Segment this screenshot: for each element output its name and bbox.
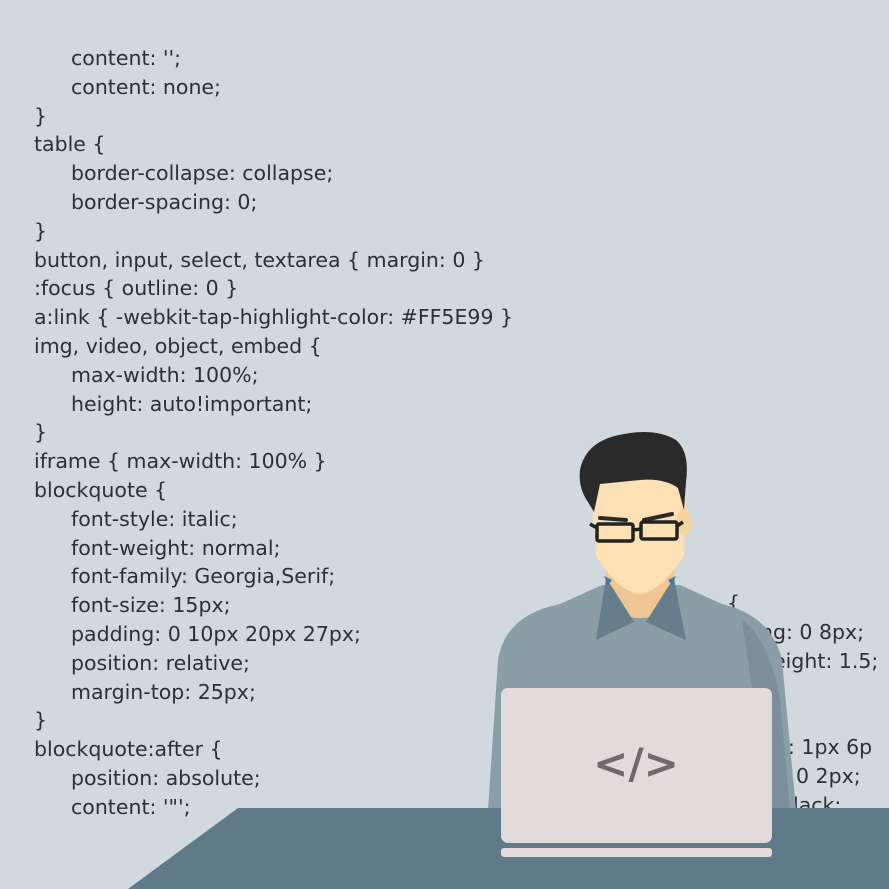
code-line: } [34,708,48,733]
code-line: } [34,420,48,445]
eyebrow-right [642,512,674,522]
glasses-icon [589,520,684,543]
code-line: } [34,218,48,243]
code-line: margin-top: 25px; [71,679,256,704]
code-line: content: '"'; [71,794,191,819]
code-line: max-width: 100%; [71,362,259,387]
hair [579,432,687,512]
code-symbol-icon: </> [593,739,679,788]
code-line: } [34,103,48,128]
code-line: a:link { -webkit-tap-highlight-color: #F… [34,305,514,330]
code-line: font-style: italic; [71,506,238,531]
code-line: button, input, select, textarea { margin… [34,247,485,272]
code-line: iframe { max-width: 100% } [34,449,327,474]
laptop-screen-back [501,688,772,843]
code-fragment: eight: 1.5; [773,649,879,673]
collar-left [596,578,634,640]
code-line: padding: 0 10px 20px 27px; [71,621,361,646]
code-line: blockquote:after { [34,737,223,762]
code-line: content: ''; [71,46,182,70]
code-line: border-collapse: collapse; [71,161,334,186]
code-line: font-size: 15px; [71,593,231,618]
code-line: font-family: Georgia,Serif; [71,564,336,589]
code-line: content: none; [71,74,221,99]
laptop-base [501,848,772,857]
code-line: font-weight: normal; [71,535,281,560]
code-fragment: 0 2px; [796,764,861,788]
code-line: position: relative; [71,650,250,675]
code-text-block: content: ''; content: none;} table { border… [34,44,513,822]
code-line: position: absolute; [71,765,261,790]
code-line: :focus { outline: 0 } [34,276,239,301]
code-fragment: : 1px 6p [788,735,873,759]
collar-right [646,578,686,640]
code-line: blockquote { [34,477,168,502]
code-line: height: auto!important; [71,391,313,416]
eyebrow-left [598,516,628,522]
code-line: table { [34,132,106,157]
code-line: img, video, object, embed { [34,333,322,358]
code-line: border-spacing: 0; [71,189,258,214]
